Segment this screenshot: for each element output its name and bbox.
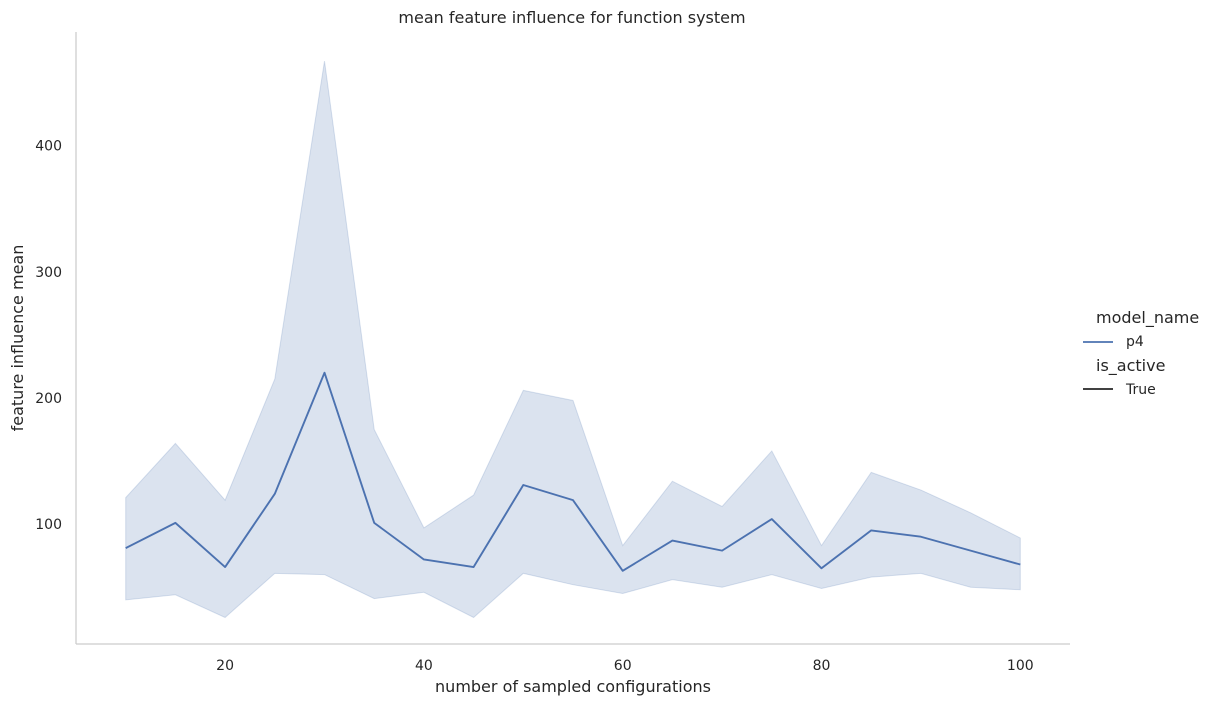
y-tick-labels: 100 200 300 400 [35, 139, 62, 534]
x-tick-label-40: 40 [415, 658, 433, 674]
data-point-p4-25 [272, 491, 277, 496]
data-point-p4-70 [720, 548, 725, 553]
data-point-p4-85 [869, 528, 874, 533]
data-point-p4-35 [372, 520, 377, 525]
legend-entry-true: True [1125, 382, 1156, 398]
x-tick-label-100: 100 [1007, 658, 1034, 674]
data-point-p4-30 [322, 370, 327, 375]
data-point-p4-95 [968, 548, 973, 553]
data-point-p4-20 [223, 565, 228, 570]
series-line-p4 [125, 371, 1021, 572]
y-tick-label-400: 400 [35, 139, 62, 155]
data-point-p4-75 [769, 517, 774, 522]
legend-entry-p4: p4 [1126, 334, 1144, 350]
legend-hue-title: model_name [1096, 308, 1199, 328]
data-point-p4-15 [173, 520, 178, 525]
data-point-p4-40 [421, 557, 426, 562]
series-line-layer [123, 370, 1023, 573]
confidence-band-layer [125, 60, 1021, 619]
chart-title: mean feature influence for function syst… [398, 8, 745, 27]
data-point-p4-65 [670, 538, 675, 543]
y-tick-label-200: 200 [35, 391, 62, 407]
x-tick-label-80: 80 [813, 658, 831, 674]
data-point-p4-80 [819, 566, 824, 571]
confidence-band-p4 [125, 60, 1021, 619]
y-axis-label: feature influence mean [8, 245, 27, 432]
data-point-p4-100 [1018, 562, 1023, 567]
x-axis-label: number of sampled configurations [435, 677, 711, 696]
data-point-p4-60 [620, 568, 625, 573]
legend-style-title: is_active [1096, 356, 1165, 376]
data-point-p4-45 [471, 565, 476, 570]
data-point-p4-50 [521, 483, 526, 488]
y-tick-label-100: 100 [35, 517, 62, 533]
data-point-p4-55 [571, 498, 576, 503]
legend: model_name p4 is_active True [1083, 308, 1199, 398]
x-tick-label-60: 60 [614, 658, 632, 674]
x-tick-label-20: 20 [216, 658, 234, 674]
data-point-p4-90 [918, 534, 923, 539]
y-tick-label-300: 300 [35, 265, 62, 281]
data-point-p4-10 [123, 546, 128, 551]
x-tick-labels: 20 40 60 80 100 [216, 658, 1033, 674]
